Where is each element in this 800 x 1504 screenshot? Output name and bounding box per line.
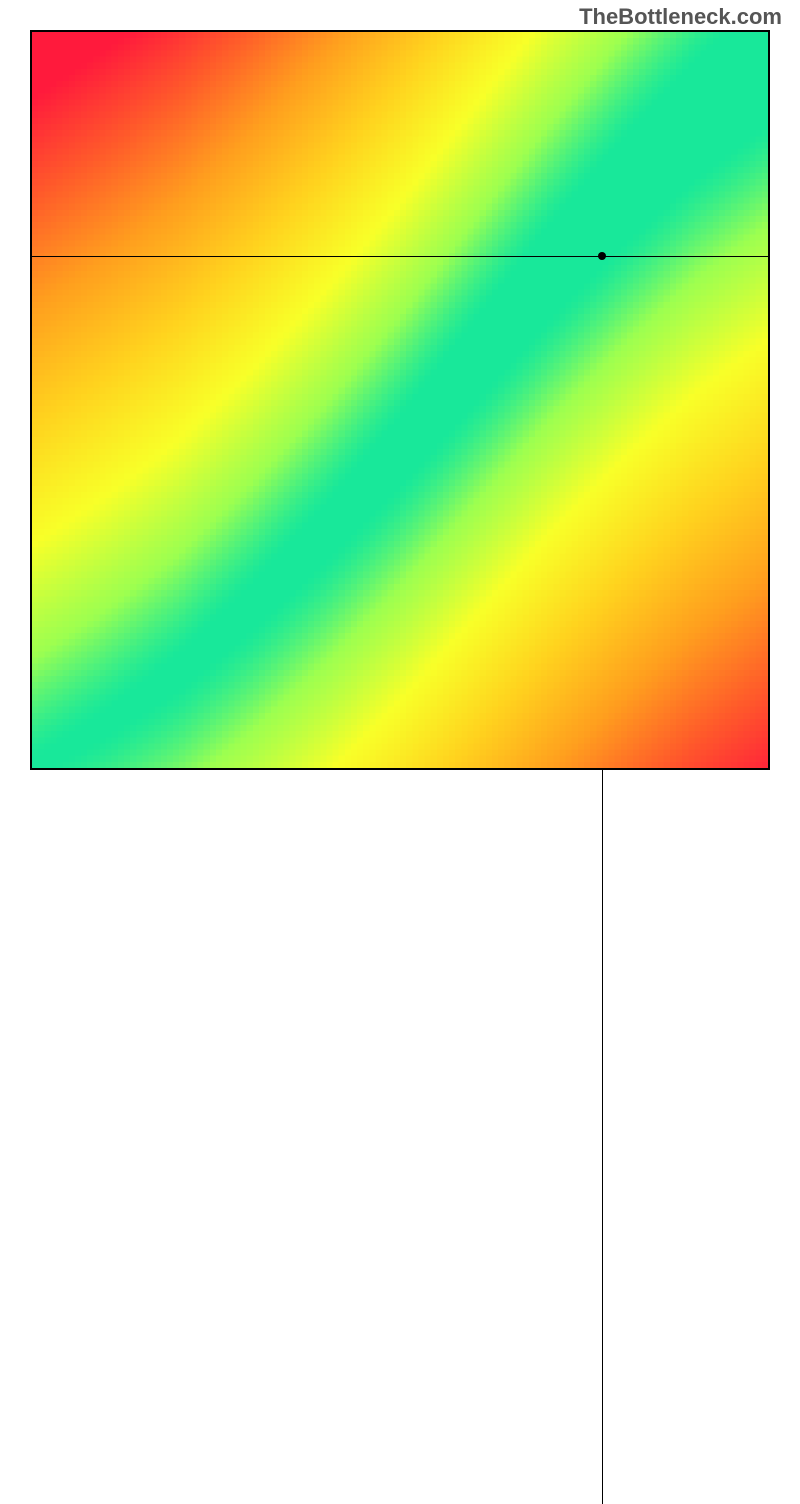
crosshair-vertical [602, 768, 603, 1504]
bottleneck-heatmap-canvas [32, 32, 768, 768]
watermark-text: TheBottleneck.com [579, 4, 782, 30]
bottleneck-heatmap-frame [30, 30, 770, 770]
